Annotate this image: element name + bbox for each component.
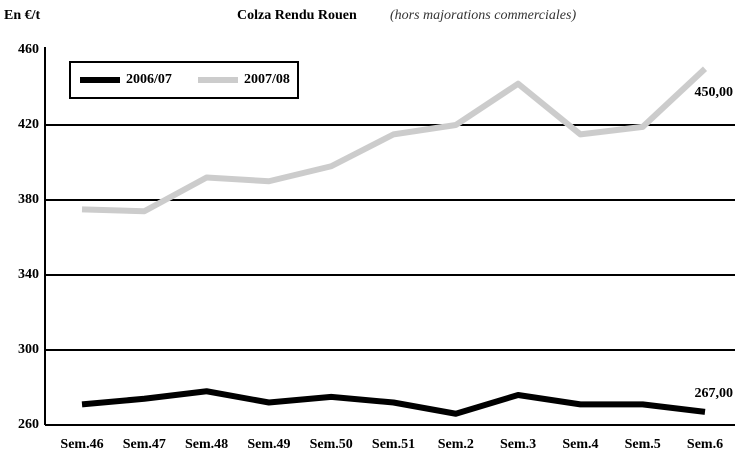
y-tick-label: 300	[18, 342, 39, 357]
series-line	[81, 66, 708, 215]
x-tick-label: Sem.3	[500, 437, 536, 452]
x-tick-label: Sem.48	[185, 437, 228, 452]
legend-label: 2007/08	[244, 72, 290, 87]
data-label: 450,00	[695, 85, 734, 100]
x-tick-label: Sem.49	[247, 437, 290, 452]
y-axis-label: En €/t	[4, 8, 41, 23]
x-tick-label: Sem.6	[687, 437, 723, 452]
x-tick-label: Sem.47	[123, 437, 166, 452]
x-tick-label: Sem.50	[310, 437, 353, 452]
x-tick-label: Sem.51	[372, 437, 415, 452]
chart-subtitle: (hors majorations commerciales)	[390, 8, 576, 23]
y-tick-label: 380	[18, 192, 39, 207]
y-tick-label: 340	[18, 267, 39, 282]
x-tick-label: Sem.46	[60, 437, 103, 452]
series-line	[81, 388, 706, 417]
y-tick-label: 420	[18, 117, 39, 132]
y-tick-label: 260	[18, 417, 39, 432]
data-label: 267,00	[695, 386, 734, 401]
x-tick-label: Sem.5	[625, 437, 661, 452]
x-tick-label: Sem.4	[562, 437, 598, 452]
legend-label: 2006/07	[126, 72, 172, 87]
y-tick-label: 460	[18, 42, 39, 57]
x-tick-label: Sem.2	[438, 437, 474, 452]
chart-title: Colza Rendu Rouen	[237, 8, 357, 23]
